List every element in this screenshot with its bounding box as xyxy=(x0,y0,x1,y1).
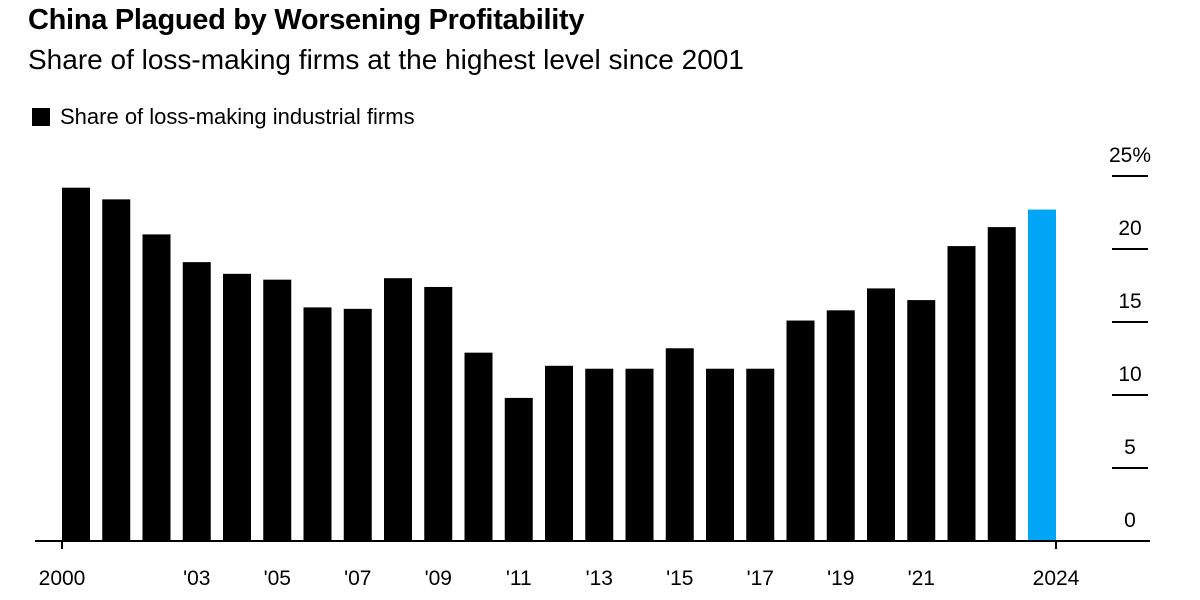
bar-2019 xyxy=(826,310,855,541)
bar-2011 xyxy=(504,397,533,541)
x-tick-label: '19 xyxy=(827,567,854,590)
bar-2007 xyxy=(343,308,372,541)
y-tick-label: 10 xyxy=(1118,363,1141,386)
bar-2010 xyxy=(464,352,493,541)
bar-2009 xyxy=(424,286,453,541)
x-tick-label: '15 xyxy=(666,567,693,590)
bar-2012 xyxy=(545,365,573,541)
bar-2000 xyxy=(62,187,90,541)
bar-2017 xyxy=(746,368,775,541)
chart-title: China Plagued by Worsening Profitability xyxy=(28,4,585,36)
legend: Share of loss-making industrial firms xyxy=(32,104,415,130)
legend-label: Share of loss-making industrial firms xyxy=(60,104,415,129)
bar-2015 xyxy=(665,348,694,541)
bar-2008 xyxy=(384,278,412,541)
y-tick-label: 20 xyxy=(1118,217,1141,240)
bar-2005 xyxy=(263,279,292,541)
bar-2014 xyxy=(625,368,654,541)
bar-2023 xyxy=(987,227,1016,541)
bar-2013 xyxy=(585,368,614,541)
x-tick-label: '09 xyxy=(425,567,452,590)
legend-swatch xyxy=(32,108,50,126)
bar-2024 xyxy=(1028,209,1056,541)
bar-2006 xyxy=(303,307,332,541)
x-tick-label: '05 xyxy=(264,567,291,590)
bar-2002 xyxy=(142,234,171,541)
bar-2022 xyxy=(947,246,976,541)
bar-2021 xyxy=(907,300,936,541)
bar-2001 xyxy=(102,199,131,542)
bar-2004 xyxy=(223,273,251,541)
x-tick-label: '21 xyxy=(908,567,935,590)
x-tick-label: 2000 xyxy=(39,567,86,590)
bar-2016 xyxy=(706,368,734,541)
x-tick-label: '17 xyxy=(747,567,774,590)
x-tick-label: '13 xyxy=(586,567,613,590)
y-tick-label: 25% xyxy=(1109,144,1151,167)
bar-2018 xyxy=(786,320,815,541)
bar-2020 xyxy=(867,288,895,541)
x-tick-label: '11 xyxy=(506,567,532,590)
bar-2003 xyxy=(182,262,211,541)
y-tick-label: 0 xyxy=(1124,509,1136,532)
y-tick-label: 15 xyxy=(1118,290,1141,313)
y-tick-label: 5 xyxy=(1124,436,1136,459)
x-tick-label: '07 xyxy=(344,567,371,590)
x-tick-label: 2024 xyxy=(1033,567,1080,590)
chart-subtitle: Share of loss-making firms at the highes… xyxy=(28,44,744,75)
x-tick-label: '03 xyxy=(183,567,210,590)
